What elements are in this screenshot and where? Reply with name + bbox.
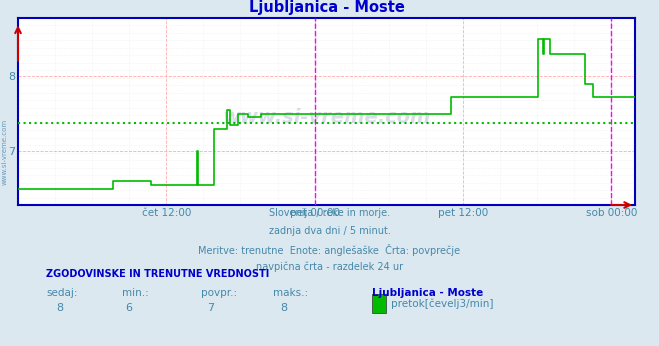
- Text: www.si-vreme.com: www.si-vreme.com: [2, 119, 8, 185]
- Text: navpična črta - razdelek 24 ur: navpična črta - razdelek 24 ur: [256, 262, 403, 272]
- Text: 7: 7: [208, 303, 215, 313]
- Text: 6: 6: [125, 303, 132, 313]
- Text: sedaj:: sedaj:: [46, 288, 78, 298]
- Text: zadnja dva dni / 5 minut.: zadnja dva dni / 5 minut.: [269, 226, 390, 236]
- Text: maks.:: maks.:: [273, 288, 308, 298]
- Text: pretok[čevelj3/min]: pretok[čevelj3/min]: [391, 298, 494, 309]
- Text: Meritve: trenutne  Enote: anglešaške  Črta: povprečje: Meritve: trenutne Enote: anglešaške Črta…: [198, 244, 461, 256]
- Text: min.:: min.:: [122, 288, 149, 298]
- Text: povpr.:: povpr.:: [201, 288, 237, 298]
- Text: www.si-vreme.com: www.si-vreme.com: [222, 108, 431, 127]
- Text: ZGODOVINSKE IN TRENUTNE VREDNOSTI: ZGODOVINSKE IN TRENUTNE VREDNOSTI: [46, 269, 270, 279]
- Text: 8: 8: [56, 303, 63, 313]
- Text: 8: 8: [280, 303, 287, 313]
- Text: Ljubljanica - Moste: Ljubljanica - Moste: [372, 288, 484, 298]
- Text: Slovenija / reke in morje.: Slovenija / reke in morje.: [269, 208, 390, 218]
- Title: Ljubljanica - Moste: Ljubljanica - Moste: [248, 0, 405, 16]
